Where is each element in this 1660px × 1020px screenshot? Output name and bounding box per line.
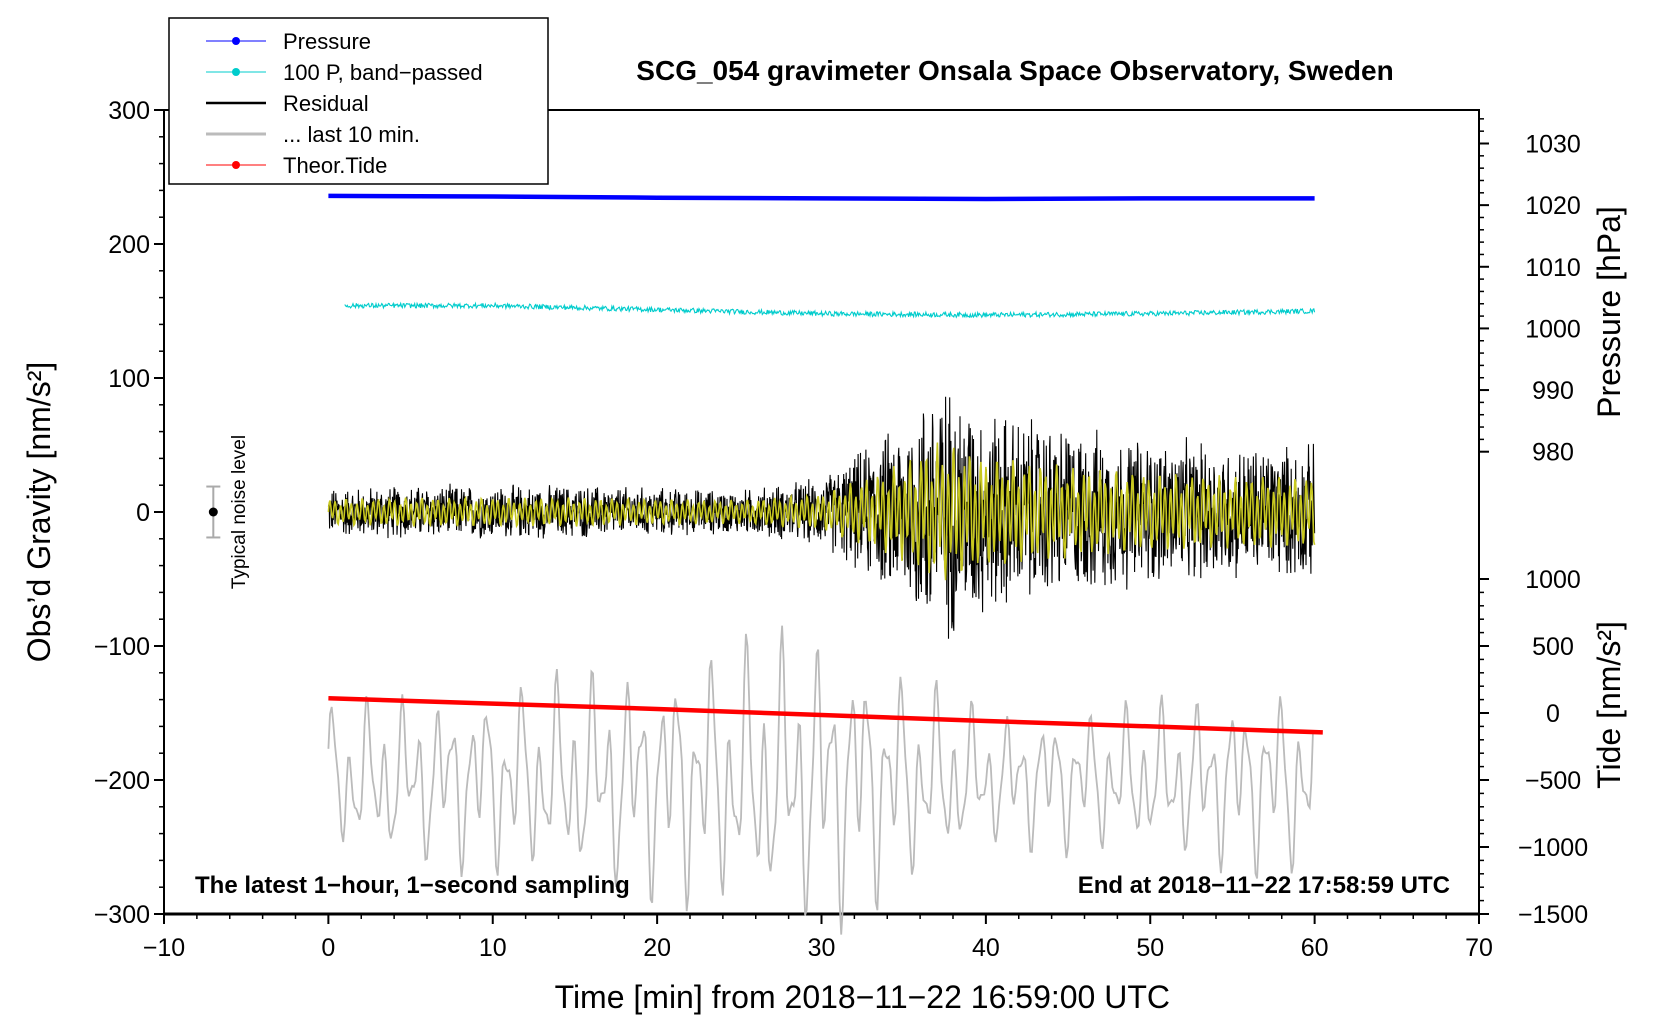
legend-box [168,17,549,185]
tide-tick-label: 500 [1532,633,1574,661]
legend-marker [232,68,240,76]
legend-label: Theor.Tide [283,153,387,178]
series-residual-smoothed [327,442,1316,581]
x-tick-label: 30 [808,934,836,962]
pressure-tick-label: 1010 [1525,254,1581,282]
x-ticks: −10 0 10 20 30 40 50 60 70 [143,914,1493,962]
legend-marker [232,37,240,45]
y-tick-label: 0 [136,499,150,527]
tide-axis-title: Tide [nm/s²] [1591,621,1627,789]
x-tick-label: 50 [1136,934,1164,962]
series-pressure [328,193,1315,202]
series-layer [327,193,1323,935]
y-tick-label: 100 [108,365,150,393]
series-last-10-min [327,625,1314,935]
tide-tick-label: 1000 [1525,566,1581,594]
x-tick-label: −10 [143,934,185,962]
noise-point [208,507,218,517]
annotation-sampling: The latest 1−hour, 1−second sampling [195,872,630,899]
pressure-tick-label: 1000 [1525,315,1581,343]
legend-label: ... last 10 min. [283,122,420,147]
pressure-tick-label: 1030 [1525,131,1581,159]
x-tick-label: 40 [972,934,1000,962]
legend-label: 100 P, band−passed [283,60,483,85]
x-tick-label: 0 [321,934,335,962]
tide-tick-label: −500 [1525,767,1581,795]
pressure-tick-label: 1020 [1525,192,1581,220]
y-tick-label: 300 [108,97,150,125]
tide-tick-label: −1500 [1518,901,1588,929]
y-axis-title: Obs’d Gravity [nm/s²] [21,362,57,663]
x-tick-label: 20 [643,934,671,962]
noise-level-label: Typical noise level [229,435,250,589]
chart-title: SCG_054 gravimeter Onsala Space Observat… [636,55,1393,86]
legend-label: Pressure [283,29,371,54]
legend: Pressure 100 P, band−passed Residual ... la… [168,17,549,185]
y-tick-label: 200 [108,231,150,259]
series-theoretical-tide [328,696,1323,735]
x-tick-label: 10 [479,934,507,962]
noise-level-indicator [206,485,221,539]
pressure-tick-label: 980 [1532,439,1574,467]
y-ticks: −300 −200 −100 0 100 200 300 [94,97,164,929]
y-tick-label: −100 [94,633,150,661]
pressure-axis-title: Pressure [hPa] [1591,206,1627,418]
pressure-ticks: 980 990 1000 1010 1020 1030 [1479,118,1581,467]
tide-tick-label: 0 [1546,700,1560,728]
y-tick-label: −200 [94,767,150,795]
pressure-tick-label: 990 [1532,377,1574,405]
tide-tick-label: −1000 [1518,834,1588,862]
tide-ticks: −1500 −1000 −500 0 500 1000 [1479,566,1588,929]
x-tick-label: 60 [1301,934,1329,962]
x-axis-title: Time [min] from 2018−11−22 16:59:00 UTC [555,979,1170,1015]
x-tick-label: 70 [1465,934,1493,962]
legend-marker [232,161,240,169]
y-tick-label: −300 [94,901,150,929]
series-band-passed-pressure [344,301,1316,319]
annotation-end-time: End at 2018−11−22 17:58:59 UTC [1078,872,1450,899]
legend-label: Residual [283,91,369,116]
